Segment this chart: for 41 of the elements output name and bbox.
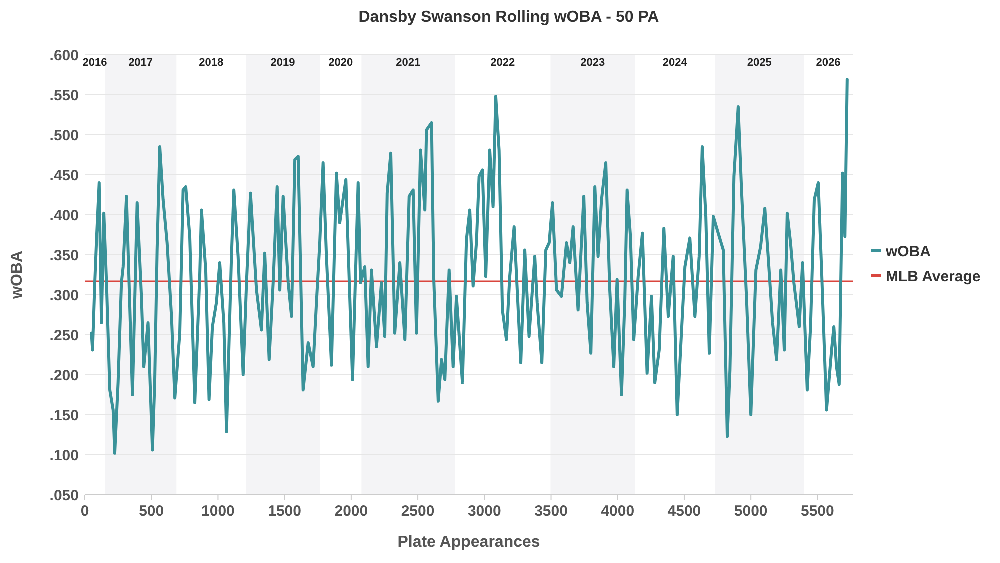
x-tick-label: 5000 [734, 503, 768, 520]
y-tick-label: .150 [50, 407, 79, 424]
annotation: 2026 [816, 57, 841, 69]
x-axis-title: Plate Appearances [398, 534, 540, 551]
y-axis-title: wOBA [9, 250, 26, 300]
x-tick-label: 2500 [401, 503, 435, 520]
y-tick-label: .100 [50, 447, 79, 464]
y-tick-label: .050 [50, 487, 79, 504]
x-tick-label: 5500 [801, 503, 834, 520]
y-tick-label: .350 [50, 247, 79, 264]
line-series [90, 78, 849, 455]
band-label: 2023 [580, 57, 606, 69]
y-tick-label: .600 [50, 47, 79, 64]
annotation: 2022 [490, 57, 516, 69]
annotation: 2020 [328, 57, 354, 69]
annotation: 2024 [662, 57, 688, 69]
band-label: 2017 [128, 57, 154, 69]
chart-title: Dansby Swanson Rolling wOBA - 50 PA [358, 9, 660, 26]
y-tick-label: .500 [50, 127, 79, 144]
x-tick-label: 3000 [468, 503, 502, 520]
x-tick-label: 4500 [668, 503, 702, 520]
y-tick-label: .200 [50, 367, 79, 384]
y-tick-label: .450 [50, 167, 79, 184]
x-tick-label: 2000 [334, 503, 368, 520]
ref-line-label: MLB Average [886, 268, 981, 286]
y-tick-label: .400 [50, 207, 79, 224]
annotation: 2018 [199, 57, 224, 69]
band-label: 2021 [396, 57, 421, 69]
x-tick-label: 1000 [202, 503, 235, 520]
y-tick-label: .250 [50, 327, 79, 344]
legend-label: wOBA [885, 243, 932, 260]
x-tick-label: 3500 [534, 503, 568, 520]
band-label: 2025 [747, 57, 772, 69]
x-tick-label: 4000 [601, 503, 635, 520]
y-tick-label: .300 [50, 287, 79, 304]
x-tick-label: 1500 [268, 503, 302, 520]
y-tick-label: .550 [50, 87, 79, 104]
annotation: 2016 [82, 57, 108, 69]
x-tick-label: 500 [139, 503, 164, 520]
band-label: 2019 [270, 57, 296, 69]
x-tick-label: 0 [80, 503, 90, 520]
